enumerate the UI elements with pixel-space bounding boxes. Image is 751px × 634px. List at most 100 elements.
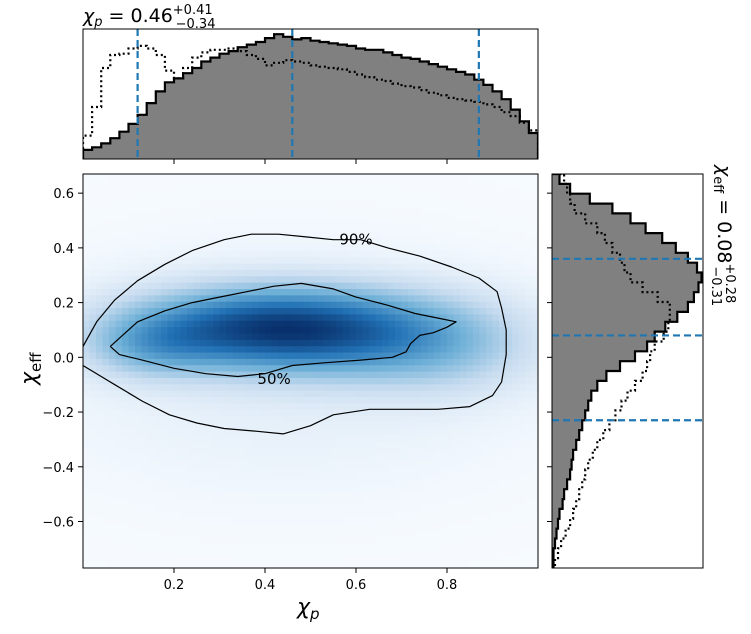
heatmap-cell <box>323 313 331 321</box>
heatmap-cell <box>148 498 156 506</box>
heatmap-cell <box>304 459 312 467</box>
heatmap-cell <box>278 383 286 391</box>
heatmap-cell <box>252 491 260 499</box>
heatmap-cell <box>512 485 520 493</box>
heatmap-cell <box>102 459 110 467</box>
heatmap-cell <box>323 504 331 512</box>
heatmap-cell <box>245 262 253 270</box>
heatmap-cell <box>310 428 318 436</box>
heatmap-cell <box>343 237 351 245</box>
heatmap-cell <box>408 555 416 563</box>
heatmap-cell <box>317 262 325 270</box>
heatmap-cell <box>427 390 435 398</box>
heatmap-cell <box>369 428 377 436</box>
heatmap-cell <box>375 459 383 467</box>
heatmap-cell <box>291 536 299 544</box>
heatmap-cell <box>427 237 435 245</box>
heatmap-cell <box>369 174 377 181</box>
heatmap-cell <box>252 256 260 264</box>
heatmap-cell <box>382 294 390 302</box>
heatmap-cell <box>239 275 247 283</box>
heatmap-cell <box>466 269 474 277</box>
heatmap-cell <box>466 282 474 289</box>
heatmap-cell <box>427 409 435 417</box>
heatmap-cell <box>414 371 422 378</box>
heatmap-cell <box>369 231 377 239</box>
heatmap-cell <box>486 377 494 385</box>
heatmap-cell <box>486 269 494 277</box>
heatmap-cell <box>154 332 162 340</box>
heatmap-cell <box>141 199 149 207</box>
heatmap-cell <box>369 421 377 429</box>
heatmap-cell <box>154 428 162 436</box>
heatmap-cell <box>122 345 130 353</box>
heatmap-cell <box>258 345 266 353</box>
heatmap-cell <box>395 326 403 334</box>
heatmap-cell <box>414 459 422 467</box>
heatmap-cell <box>317 218 325 226</box>
heatmap-cell <box>486 294 494 302</box>
heatmap-cell <box>388 282 396 289</box>
heatmap-cell <box>206 447 214 455</box>
heatmap-cell <box>174 262 182 270</box>
heatmap-cell <box>330 262 338 270</box>
heatmap-cell <box>395 415 403 423</box>
heatmap-cell <box>252 351 260 359</box>
heatmap-cell <box>388 371 396 378</box>
heatmap-cell <box>505 390 513 398</box>
heatmap-cell <box>421 364 429 372</box>
heatmap-cell <box>349 510 357 518</box>
heatmap-cell <box>154 193 162 201</box>
heatmap-cell <box>525 428 533 436</box>
heatmap-cell <box>252 224 260 232</box>
heatmap-cell <box>349 351 357 359</box>
heatmap-cell <box>213 466 221 474</box>
heatmap-cell <box>284 313 292 321</box>
heatmap-cell <box>135 453 143 461</box>
heatmap-cell <box>512 212 520 220</box>
heatmap-cell <box>356 307 364 315</box>
heatmap-cell <box>408 218 416 226</box>
heatmap-cell <box>187 517 195 525</box>
heatmap-cell <box>518 250 526 258</box>
heatmap-cell <box>499 282 507 289</box>
heatmap-cell <box>271 358 279 366</box>
heatmap-cell <box>278 428 286 436</box>
heatmap-cell <box>213 180 221 188</box>
heatmap-cell <box>226 459 234 467</box>
heatmap-cell <box>401 250 409 258</box>
heatmap-cell <box>466 339 474 347</box>
heatmap-cell <box>226 288 234 296</box>
heatmap-cell <box>252 301 260 309</box>
heatmap-cell <box>349 307 357 315</box>
heatmap-cell <box>83 415 91 423</box>
heatmap-cell <box>102 250 110 258</box>
heatmap-cell <box>427 288 435 296</box>
heatmap-cell <box>382 250 390 258</box>
heatmap-cell <box>473 396 481 404</box>
heatmap-cell <box>128 371 136 378</box>
heatmap-cell <box>479 193 487 201</box>
heatmap-cell <box>83 256 91 264</box>
heatmap-cell <box>265 237 273 245</box>
heatmap-cell <box>291 428 299 436</box>
heatmap-cell <box>460 269 468 277</box>
heatmap-cell <box>349 256 357 264</box>
heatmap-cell <box>200 364 208 372</box>
heatmap-cell <box>336 390 344 398</box>
heatmap-cell <box>141 434 149 442</box>
heatmap-cell <box>148 472 156 480</box>
heatmap-cell <box>135 193 143 201</box>
heatmap-cell <box>141 472 149 480</box>
heatmap-cell <box>453 548 461 556</box>
heatmap-cell <box>213 542 221 550</box>
heatmap-cell <box>89 212 97 220</box>
heatmap-cell <box>349 523 357 531</box>
heatmap-cell <box>213 523 221 531</box>
heatmap-cell <box>265 199 273 207</box>
heatmap-cell <box>349 262 357 270</box>
heatmap-cell <box>284 320 292 328</box>
heatmap-cell <box>349 491 357 499</box>
heatmap-cell <box>239 415 247 423</box>
heatmap-cell <box>375 479 383 486</box>
